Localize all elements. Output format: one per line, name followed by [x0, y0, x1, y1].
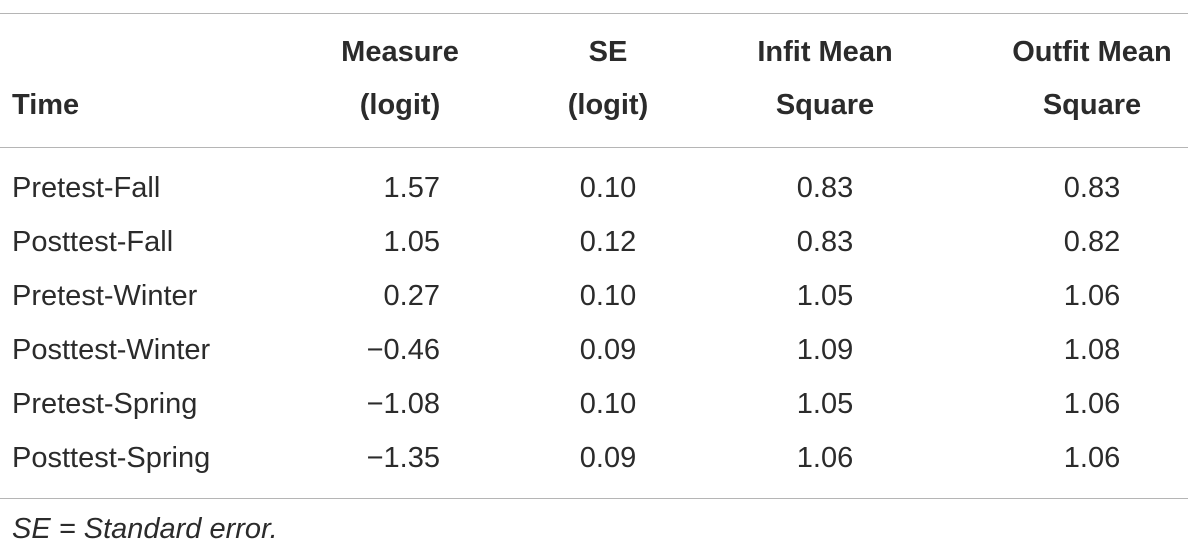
header-outfit: Outfit Mean Square	[992, 26, 1192, 132]
header-infit-line2: Square	[775, 89, 875, 121]
cell-outfit: 1.08	[1063, 334, 1121, 366]
cell-infit: 1.09	[796, 334, 854, 366]
cell-infit: 0.83	[796, 226, 854, 258]
cell-infit: 1.05	[796, 280, 854, 312]
cell-time: Pretest-Winter	[12, 280, 198, 312]
cell-se: 0.10	[579, 388, 637, 420]
cell-time: Posttest-Fall	[12, 226, 174, 258]
cell-se: 0.10	[579, 280, 637, 312]
cell-measure: −1.08	[366, 388, 440, 420]
cell-time: Posttest-Spring	[12, 442, 211, 474]
table-header-rule	[0, 147, 1188, 148]
header-measure-line2: (logit)	[359, 89, 441, 121]
header-infit-line1: Infit Mean	[757, 36, 893, 68]
header-infit: Infit Mean Square	[735, 26, 915, 132]
cell-se: 0.09	[579, 442, 637, 474]
cell-outfit: 0.83	[1063, 172, 1121, 204]
table-bottom-rule	[0, 498, 1188, 499]
cell-infit: 1.06	[796, 442, 854, 474]
cell-outfit: 1.06	[1063, 280, 1121, 312]
cell-time: Pretest-Spring	[12, 388, 198, 420]
header-se-line1: SE	[588, 36, 628, 68]
header-outfit-line2: Square	[1042, 89, 1142, 121]
header-time: Time	[12, 89, 80, 121]
header-se-line2: (logit)	[567, 89, 649, 121]
cell-measure: 1.57	[383, 172, 440, 204]
header-measure: Measure (logit)	[330, 26, 470, 132]
table-top-rule	[0, 13, 1188, 14]
table-footnote: SE = Standard error.	[12, 513, 278, 545]
cell-infit: 1.05	[796, 388, 854, 420]
cell-time: Pretest-Fall	[12, 172, 161, 204]
cell-outfit: 1.06	[1063, 388, 1121, 420]
cell-se: 0.12	[579, 226, 637, 258]
cell-infit: 0.83	[796, 172, 854, 204]
header-outfit-line1: Outfit Mean	[1012, 36, 1172, 68]
header-se: SE (logit)	[548, 26, 668, 132]
cell-measure: −1.35	[366, 442, 440, 474]
cell-se: 0.09	[579, 334, 637, 366]
cell-se: 0.10	[579, 172, 637, 204]
cell-time: Posttest-Winter	[12, 334, 211, 366]
cell-measure: −0.46	[366, 334, 440, 366]
cell-measure: 0.27	[383, 280, 440, 312]
cell-outfit: 0.82	[1063, 226, 1121, 258]
cell-outfit: 1.06	[1063, 442, 1121, 474]
header-measure-line1: Measure	[341, 36, 459, 68]
cell-measure: 1.05	[383, 226, 440, 258]
